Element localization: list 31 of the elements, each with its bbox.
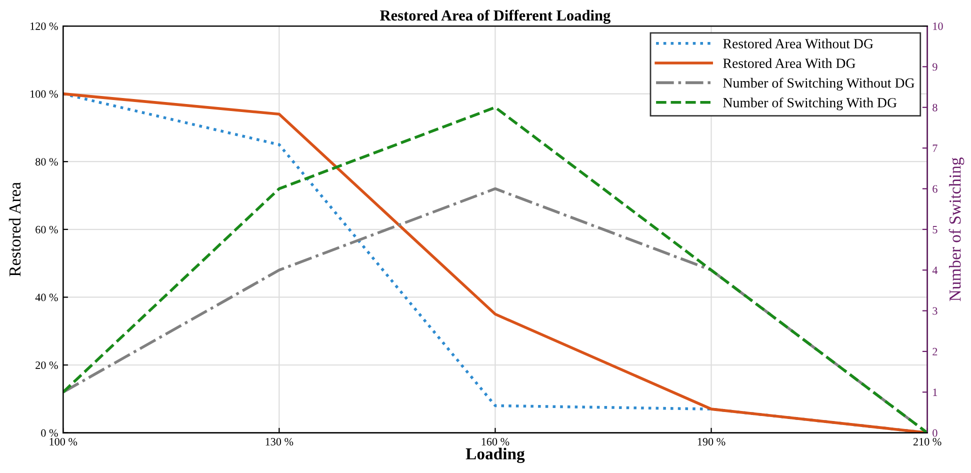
y-tick-label: 0 % xyxy=(41,429,58,437)
y-tick-label: 80 % xyxy=(36,158,58,166)
legend-label: Restored Area Without DG xyxy=(723,38,874,48)
y2-tick-label: 0 xyxy=(932,429,938,437)
x-tick-label: 190 % xyxy=(698,438,726,446)
y-tick-label: 60 % xyxy=(36,226,58,234)
y2-tick-label: 10 xyxy=(933,22,943,30)
y2-tick-label: 2 xyxy=(932,348,938,356)
y2-tick-label: 3 xyxy=(932,307,938,315)
x-tick-label: 100 % xyxy=(50,438,78,446)
x-tick-label: 160 % xyxy=(482,438,510,446)
y2-tick-label: 7 xyxy=(932,144,938,152)
y-tick-label: 20 % xyxy=(36,361,58,369)
legend-label: Number of Switching Without DG xyxy=(723,78,914,91)
y-tick-label: 100 % xyxy=(30,90,58,98)
y2-tick-label: 9 xyxy=(932,63,938,71)
x-tick-label: 210 % xyxy=(913,438,942,446)
y2-tick-label: 5 xyxy=(932,226,938,234)
x-tick-label: 130 % xyxy=(266,438,294,446)
legend-label: Number of Switching With DG xyxy=(723,97,897,110)
y-tick-label: 40 % xyxy=(35,294,58,302)
y2-axis-title: Number of Switching xyxy=(948,158,964,302)
y2-tick-label: 1 xyxy=(933,388,938,396)
y-axis-title: Restored Area xyxy=(8,182,21,276)
x-axis-title: Loading xyxy=(466,448,525,463)
y-tick-label: 120 % xyxy=(30,22,58,30)
y2-tick-label: 8 xyxy=(932,104,938,112)
chart-title: Restored Area of Different Loading xyxy=(380,10,610,24)
y2-tick-label: 4 xyxy=(932,266,938,274)
legend-label: Restored Area With DG xyxy=(723,58,856,68)
y2-tick-label: 6 xyxy=(932,185,938,193)
